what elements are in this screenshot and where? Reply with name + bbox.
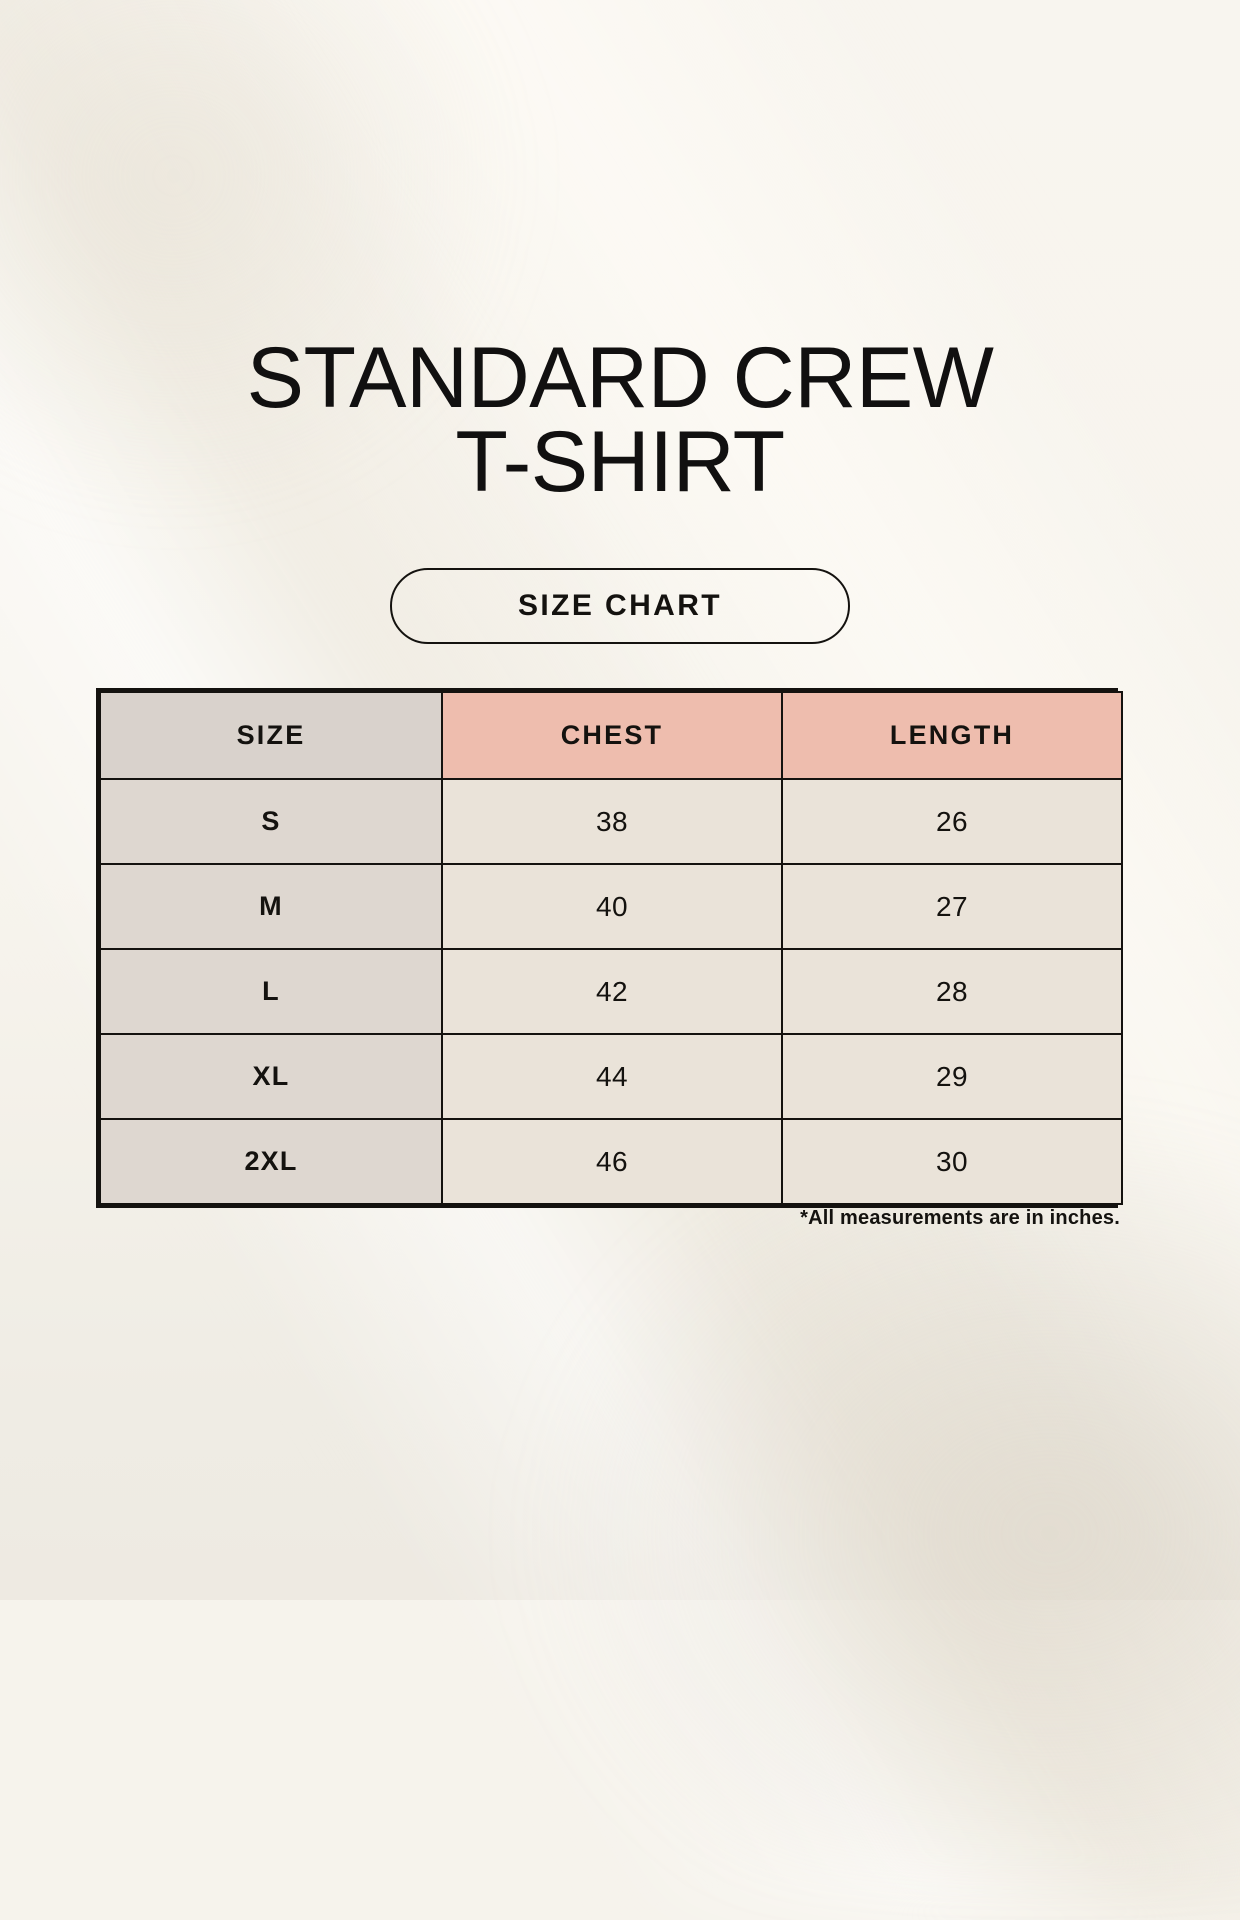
cell-size: S [99,778,443,865]
cell-size: M [99,863,443,950]
column-header-length: LENGTH [781,691,1123,780]
cell-size: 2XL [99,1118,443,1205]
cell-chest: 40 [441,863,783,950]
table-row: S 38 26 [99,778,1123,865]
table-row: M 40 27 [99,863,1123,950]
page-title: STANDARD CREW T-SHIRT [0,330,1240,510]
table-row: L 42 28 [99,948,1123,1035]
measurement-footnote: *All measurements are in inches. [800,1207,1120,1229]
background-shadow-top-left [0,0,521,512]
cell-length: 30 [781,1118,1123,1205]
cell-size: L [99,948,443,1035]
column-header-size: SIZE [99,691,443,780]
cell-chest: 44 [441,1033,783,1120]
page-title-line-2: T-SHIRT [455,414,785,510]
badge-container: SIZE CHART [0,568,1240,644]
column-header-chest: CHEST [441,691,783,780]
page-title-line-1: STANDARD CREW [246,330,994,426]
cell-length: 26 [781,778,1123,865]
size-chart-badge: SIZE CHART [390,568,850,644]
size-chart-table: SIZE CHEST LENGTH S 38 26 M 40 27 L [99,691,1123,1205]
cell-chest: 42 [441,948,783,1035]
size-chart-page: STANDARD CREW T-SHIRT SIZE CHART SIZE CH… [0,330,1240,1229]
table-body: S 38 26 M 40 27 L 42 28 XL 44 29 [99,778,1123,1205]
cell-length: 27 [781,863,1123,950]
table-row: XL 44 29 [99,1033,1123,1120]
cell-chest: 38 [441,778,783,865]
table-row: 2XL 46 30 [99,1118,1123,1205]
table-header: SIZE CHEST LENGTH [99,691,1123,780]
size-chart-table-wrapper: SIZE CHEST LENGTH S 38 26 M 40 27 L [96,688,1123,1208]
cell-length: 29 [781,1033,1123,1120]
cell-length: 28 [781,948,1123,1035]
table-header-row: SIZE CHEST LENGTH [99,691,1123,780]
cell-chest: 46 [441,1118,783,1205]
cell-size: XL [99,1033,443,1120]
